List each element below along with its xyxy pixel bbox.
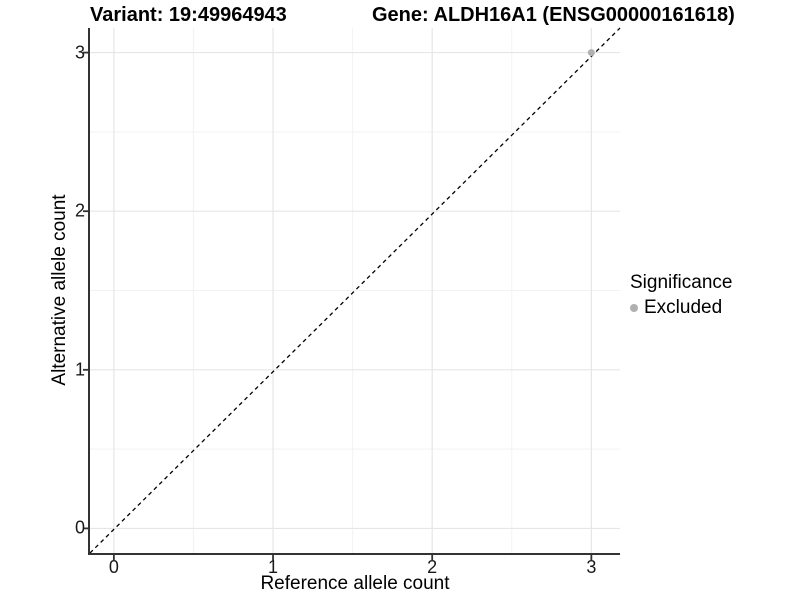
x-tick-label: 1 (268, 557, 279, 577)
legend-title: Significance (630, 272, 733, 293)
x-tick-label: 3 (586, 557, 597, 577)
y-axis-label: Alternative allele count (49, 194, 70, 386)
y-tick-label: 3 (74, 42, 85, 63)
legend-item-excluded: Excluded (630, 297, 732, 319)
y-tick-label: 0 (74, 517, 85, 538)
legend: Significance Excluded (630, 272, 732, 319)
x-axis-label: Reference allele count (260, 573, 450, 594)
legend-key-dot-icon (630, 304, 638, 312)
plot-title-variant: Variant: 19:49964943 (90, 4, 287, 26)
x-tick-label: 0 (108, 557, 119, 577)
data-point-excluded (587, 49, 595, 57)
plot-title-gene: Gene: ALDH16A1 (ENSG00000161618) (372, 4, 735, 26)
legend-item-label: Excluded (644, 297, 723, 318)
y-tick-label: 2 (74, 200, 85, 221)
y-tick-label: 1 (74, 359, 85, 380)
x-tick-label: 2 (427, 557, 438, 577)
